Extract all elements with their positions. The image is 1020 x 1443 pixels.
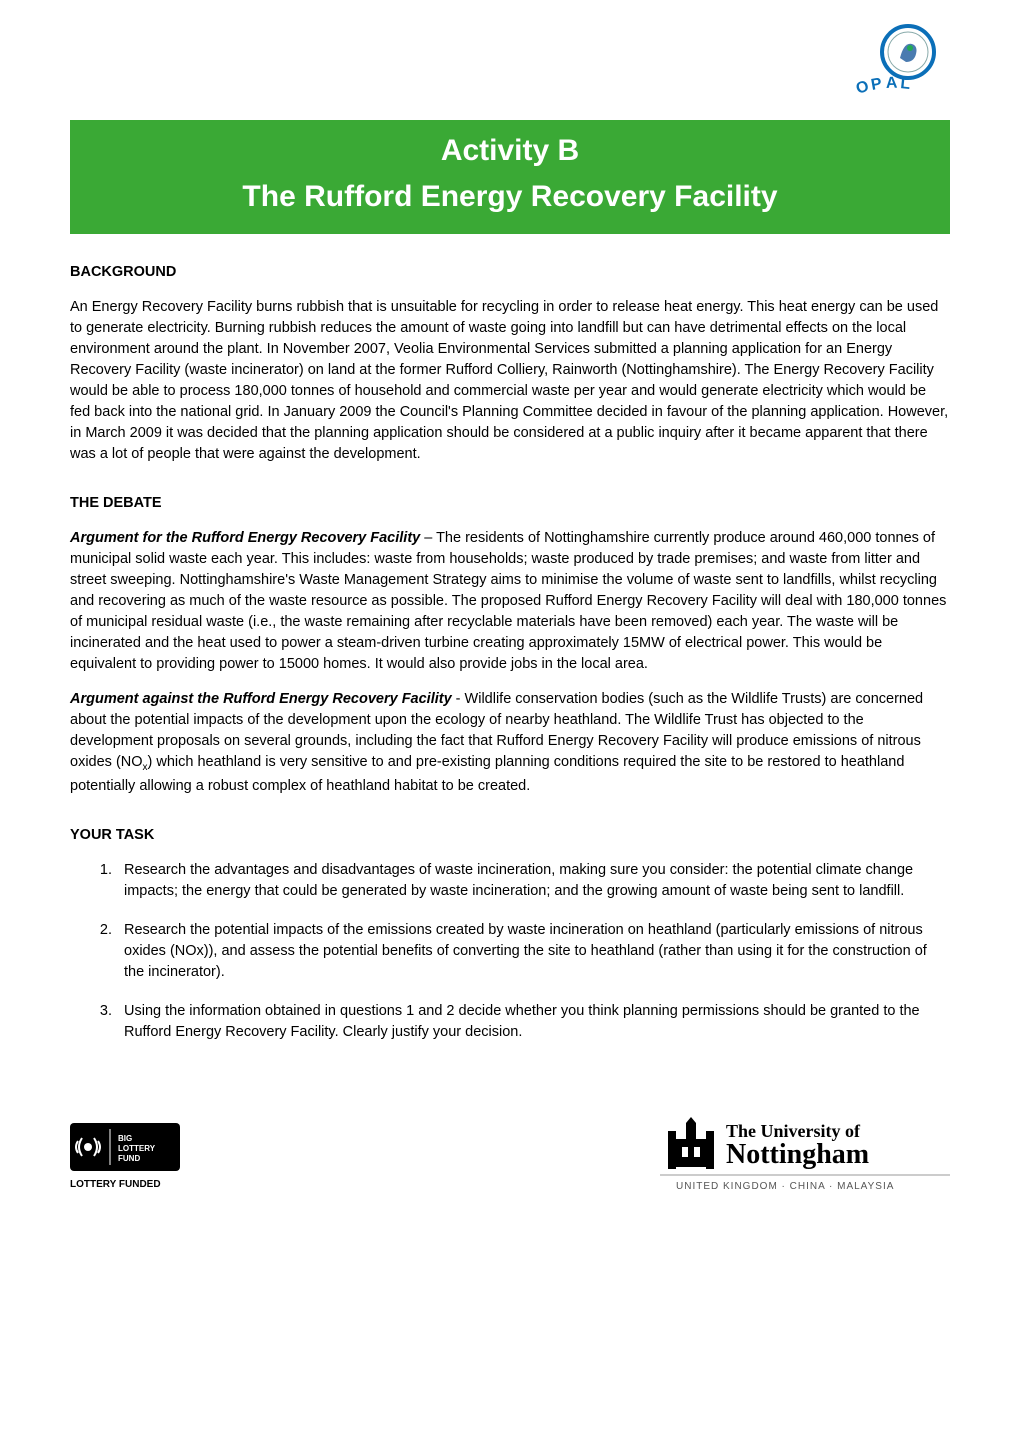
task-heading: YOUR TASK [70, 825, 950, 846]
task-item: Research the advantages and disadvantage… [116, 860, 950, 902]
footer: BIG LOTTERY FUND LOTTERY FUNDED [70, 1113, 950, 1200]
svg-text:P: P [870, 75, 884, 94]
background-text: An Energy Recovery Facility burns rubbis… [70, 297, 950, 465]
svg-text:Nottingham: Nottingham [726, 1139, 869, 1170]
svg-text:BIG: BIG [118, 1134, 132, 1143]
activity-label: Activity B [80, 134, 940, 168]
task-item: Research the potential impacts of the em… [116, 920, 950, 983]
argument-against-paragraph: Argument against the Rufford Energy Reco… [70, 689, 950, 796]
lottery-funded-logo: BIG LOTTERY FUND LOTTERY FUNDED [70, 1123, 190, 1200]
argument-against-label: Argument against the Rufford Energy Reco… [70, 691, 452, 707]
argument-for-text: – The residents of Nottinghamshire curre… [70, 530, 946, 672]
task-item: Using the information obtained in questi… [116, 1001, 950, 1043]
title-banner: Activity B The Rufford Energy Recovery F… [70, 120, 950, 234]
svg-text:The University of: The University of [726, 1121, 861, 1141]
background-heading: BACKGROUND [70, 262, 950, 283]
document-body: BACKGROUND An Energy Recovery Facility b… [70, 234, 950, 1200]
svg-text:A: A [886, 75, 899, 92]
opal-logo: O P A L [850, 22, 940, 107]
lottery-funded-label: LOTTERY FUNDED [70, 1179, 161, 1190]
svg-text:LOTTERY: LOTTERY [118, 1144, 156, 1153]
debate-heading: THE DEBATE [70, 493, 950, 514]
university-nottingham-logo: The University of Nottingham UNITED KING… [660, 1113, 950, 1200]
document-page: O P A L Activity B The Rufford Energy Re… [0, 0, 1020, 1240]
svg-text:FUND: FUND [118, 1154, 140, 1163]
svg-text:O: O [854, 78, 871, 98]
argument-for-label: Argument for the Rufford Energy Recovery… [70, 530, 420, 546]
argument-against-text-post: ) which heathland is very sensitive to a… [70, 754, 904, 793]
argument-for-paragraph: Argument for the Rufford Energy Recovery… [70, 528, 950, 675]
svg-text:L: L [900, 75, 912, 93]
svg-text:UNITED KINGDOM · CHINA · MALAY: UNITED KINGDOM · CHINA · MALAYSIA [676, 1181, 894, 1192]
task-list: Research the advantages and disadvantage… [70, 860, 950, 1043]
document-title: The Rufford Energy Recovery Facility [80, 180, 940, 214]
